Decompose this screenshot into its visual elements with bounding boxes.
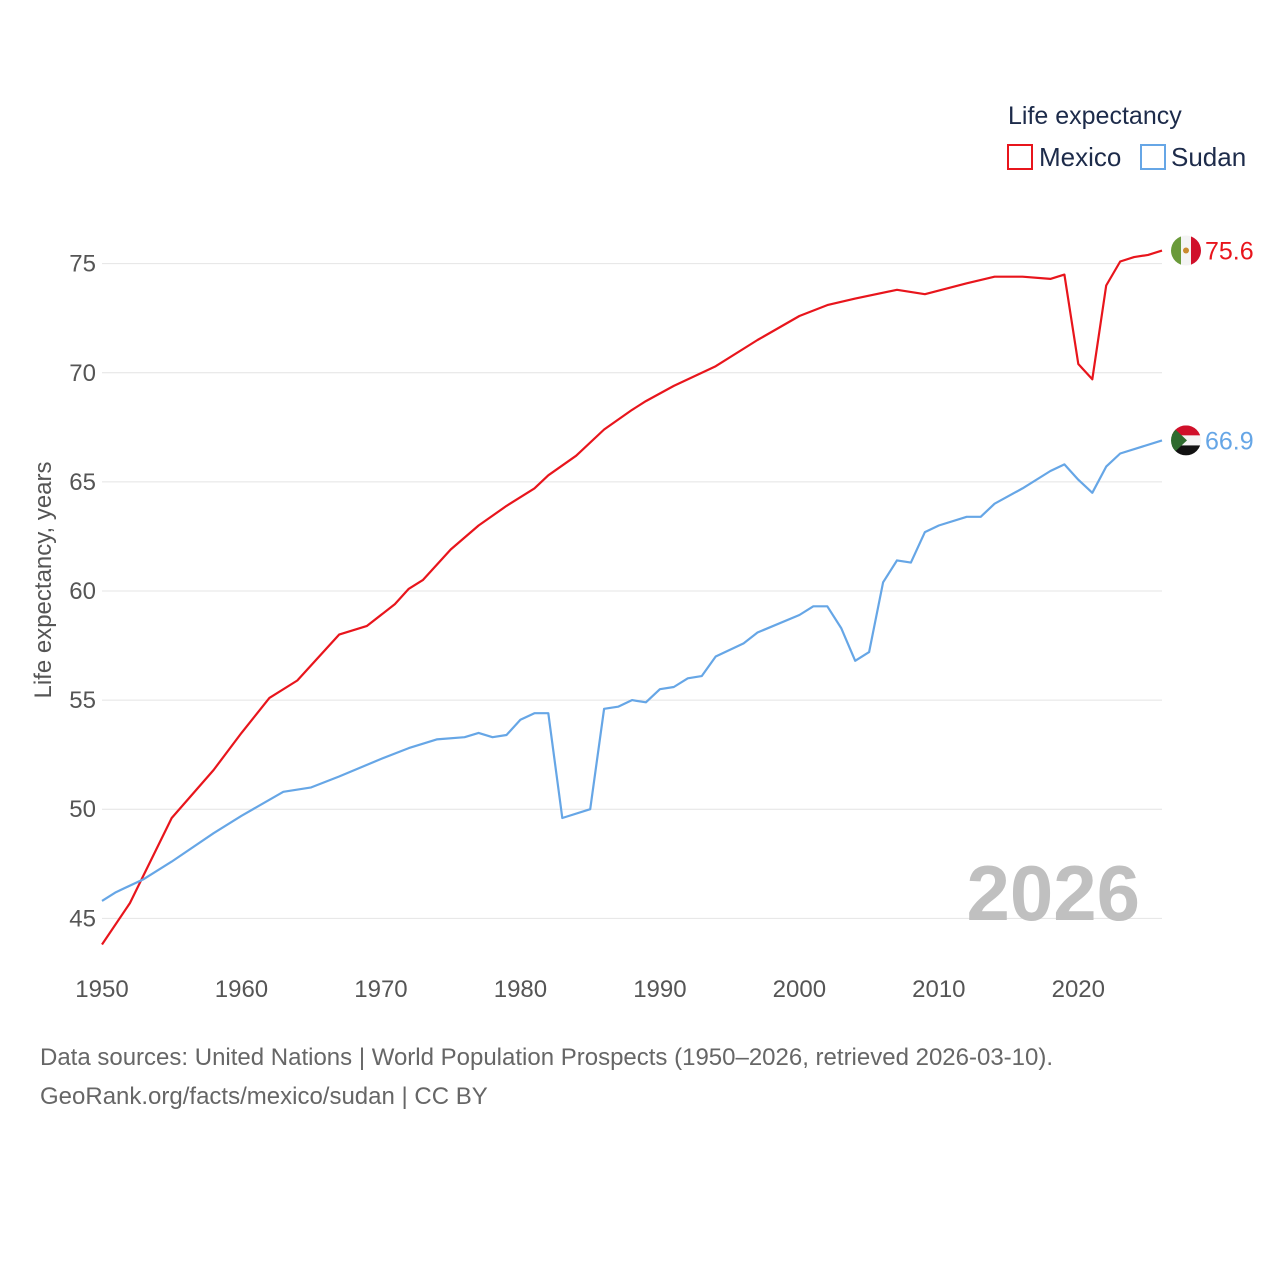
footer-sources: Data sources: United Nations | World Pop…	[40, 1044, 1054, 1071]
series-line-mexico[interactable]	[101, 249, 1163, 946]
x-tick-label: 2000	[773, 976, 826, 1003]
legend-swatch-mexico	[1007, 144, 1033, 170]
x-tick-label: 2010	[912, 976, 965, 1003]
end-value-label-mexico: 75.6	[1205, 238, 1254, 266]
legend-label-mexico: Mexico	[1039, 142, 1121, 172]
x-tick-label: 1970	[354, 976, 407, 1003]
x-tick-label: 1950	[75, 976, 128, 1003]
series-lines	[101, 249, 1163, 946]
mexico-flag-icon	[1171, 235, 1201, 266]
end-value-label-sudan: 66.9	[1205, 427, 1254, 455]
x-tick-label: 2020	[1052, 976, 1105, 1003]
sudan-flag-icon	[1171, 425, 1201, 456]
current-year-watermark: 2026	[966, 849, 1140, 937]
x-axis-ticks: 1950 1960 1970 1980 1990 2000 2010 2020	[75, 976, 1105, 1003]
legend-label-sudan: Sudan	[1171, 142, 1246, 172]
grid-lines	[102, 263, 1162, 919]
legend-item-mexico[interactable]: Mexico	[1007, 142, 1121, 172]
series-line-sudan[interactable]	[101, 439, 1163, 902]
legend: Life expectancy Mexico Sudan	[1007, 102, 1246, 172]
legend-item-sudan[interactable]: Sudan	[1140, 142, 1246, 172]
end-markers: 75.6 66.9	[1171, 235, 1254, 456]
legend-title: Life expectancy	[1008, 102, 1182, 130]
x-tick-label: 1990	[633, 976, 686, 1003]
y-tick-label: 60	[69, 578, 96, 605]
y-tick-label: 45	[69, 905, 96, 932]
x-tick-label: 1980	[494, 976, 547, 1003]
footer-credit[interactable]: GeoRank.org/facts/mexico/sudan | CC BY	[40, 1083, 488, 1110]
y-tick-label: 65	[69, 469, 96, 496]
y-tick-label: 55	[69, 687, 96, 714]
y-tick-label: 75	[69, 251, 96, 278]
legend-swatch-sudan	[1140, 144, 1166, 170]
y-tick-label: 70	[69, 360, 96, 387]
y-axis-ticks: 45 50 55 60 65 70 75	[69, 251, 96, 933]
y-axis-label: Life expectancy, years	[30, 461, 57, 698]
x-tick-label: 1960	[215, 976, 268, 1003]
y-tick-label: 50	[69, 796, 96, 823]
